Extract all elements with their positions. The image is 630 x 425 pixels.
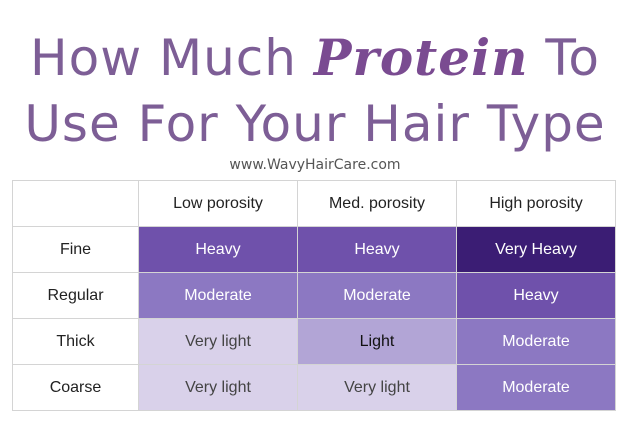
header-row: Low porosity Med. porosity High porosity — [12, 180, 616, 227]
title-line-1: How Much Protein To — [0, 28, 630, 88]
protein-cell: Light — [297, 318, 457, 365]
table-row: Coarse Very light Very light Moderate — [12, 364, 616, 411]
protein-cell: Heavy — [138, 226, 298, 273]
protein-cell: Moderate — [138, 272, 298, 319]
protein-cell: Very light — [297, 364, 457, 411]
protein-cell: Very light — [138, 318, 298, 365]
table-row: Fine Heavy Heavy Very Heavy — [12, 226, 616, 273]
row-label: Fine — [12, 226, 139, 273]
row-label: Regular — [12, 272, 139, 319]
protein-cell: Moderate — [297, 272, 457, 319]
subtitle: www.WavyHairCare.com — [229, 157, 401, 173]
title-line-2: Use For Your Hair Type — [24, 95, 606, 153]
protein-cell: Heavy — [456, 272, 616, 319]
column-header: High porosity — [456, 180, 616, 227]
table-row: Regular Moderate Moderate Heavy — [12, 272, 616, 319]
column-header: Med. porosity — [297, 180, 457, 227]
protein-cell: Moderate — [456, 318, 616, 365]
column-header: Low porosity — [138, 180, 298, 227]
title-start: How Much — [30, 29, 297, 87]
protein-cell: Very Heavy — [456, 226, 616, 273]
title-end: To — [545, 29, 600, 87]
row-label: Thick — [12, 318, 139, 365]
row-label: Coarse — [12, 364, 139, 411]
corner-cell — [12, 180, 139, 227]
title-emphasis: Protein — [313, 28, 529, 87]
protein-cell: Moderate — [456, 364, 616, 411]
protein-cell: Very light — [138, 364, 298, 411]
table-row: Thick Very light Light Moderate — [12, 318, 616, 365]
protein-cell: Heavy — [297, 226, 457, 273]
protein-table: Low porosity Med. porosity High porosity Fi… — [12, 180, 616, 411]
table-body: Low porosity Med. porosity High porosity Fi… — [12, 180, 616, 411]
